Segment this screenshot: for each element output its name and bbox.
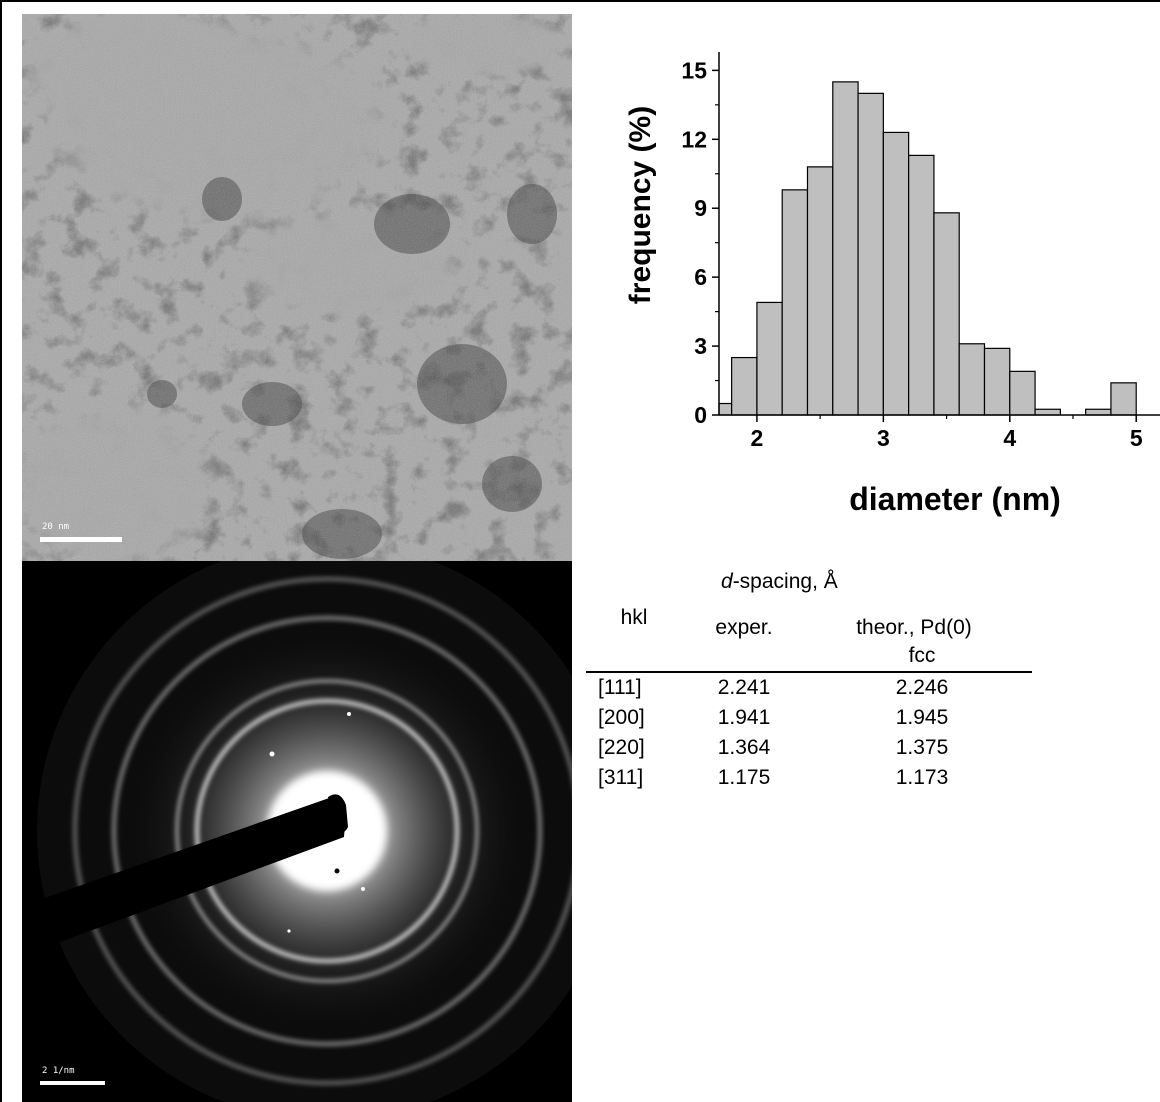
saed-image xyxy=(22,561,572,1102)
col-header-theor: theor., Pd(0) xyxy=(856,616,972,639)
histogram-bar xyxy=(908,154,935,416)
y-tick-label: 0 xyxy=(694,402,707,428)
saed-scale-bar xyxy=(40,1081,105,1085)
tem-micrograph: 20 nm xyxy=(22,14,572,561)
group-header-d: d xyxy=(721,570,733,593)
col-header-hkl: hkl xyxy=(620,606,648,629)
histogram-bars xyxy=(718,81,1137,416)
tem-scale-label: 20 nm xyxy=(42,522,70,532)
y-tick-label: 3 xyxy=(694,333,707,359)
col-header-exper: exper. xyxy=(715,616,773,639)
tem-image xyxy=(22,14,572,561)
saed-pattern: 2 1/nm xyxy=(22,561,572,1102)
histogram-bar xyxy=(958,343,986,416)
histogram-bar xyxy=(882,131,910,416)
cell-exper: 2.241 xyxy=(717,676,771,699)
histogram-bar xyxy=(1110,382,1137,416)
cell-hkl: [111] xyxy=(598,676,642,699)
y-tick-label: 15 xyxy=(681,57,707,83)
histogram-bar xyxy=(1009,370,1036,416)
saed-scale-label: 2 1/nm xyxy=(42,1066,75,1076)
histogram-bar xyxy=(1085,408,1112,416)
cell-exper: 1.364 xyxy=(717,736,771,759)
histogram-bar xyxy=(857,92,884,416)
cell-theor: 1.173 xyxy=(895,766,949,789)
y-tick-label: 6 xyxy=(694,264,707,290)
cell-hkl: [200] xyxy=(598,706,645,729)
histogram-plot: 0 3 6 9 12 15 2 3 4 5 frequency (%) diameter (nm) xyxy=(624,52,1160,517)
histogram-bar xyxy=(756,301,783,416)
y-tick-label: 9 xyxy=(694,195,707,221)
cell-exper: 1.175 xyxy=(717,766,771,789)
diameter-histogram: 0 3 6 9 12 15 2 3 4 5 frequency (%) diameter (nm) xyxy=(600,30,1160,530)
x-tick-label: 4 xyxy=(1003,425,1016,451)
cell-theor: 2.246 xyxy=(895,676,949,699)
d-spacing-table: d-spacing, Å hkl exper. theor., Pd(0) fc… xyxy=(586,570,1036,810)
histogram-bar xyxy=(806,166,834,416)
cell-exper: 1.941 xyxy=(717,706,771,729)
x-tick-label: 3 xyxy=(877,425,890,451)
cell-hkl: [311] xyxy=(598,766,644,789)
y-axis-label: frequency (%) xyxy=(624,106,657,304)
histogram-bar xyxy=(933,212,960,416)
tem-scale-bar xyxy=(40,537,122,542)
cell-theor: 1.375 xyxy=(895,736,949,759)
group-header: d-spacing, Å xyxy=(721,570,838,594)
histogram-bar xyxy=(731,356,758,416)
x-tick-label: 2 xyxy=(751,425,764,451)
histogram-bar xyxy=(781,189,809,416)
y-tick-label: 12 xyxy=(681,126,707,152)
histogram-bar xyxy=(718,402,733,416)
histogram-bar xyxy=(1034,408,1061,416)
histogram-bar xyxy=(832,81,859,416)
x-axis-label: diameter (nm) xyxy=(849,481,1061,517)
col-header-theor-fcc: fcc xyxy=(908,644,936,667)
group-header-rest: -spacing, Å xyxy=(732,570,838,593)
table-rule xyxy=(586,671,1032,673)
histogram-bar xyxy=(983,347,1011,416)
x-tick-label: 5 xyxy=(1130,425,1143,451)
histogram-axes: 0 3 6 9 12 15 2 3 4 5 xyxy=(681,52,1160,451)
cell-theor: 1.945 xyxy=(895,706,949,729)
cell-hkl: [220] xyxy=(598,736,645,759)
